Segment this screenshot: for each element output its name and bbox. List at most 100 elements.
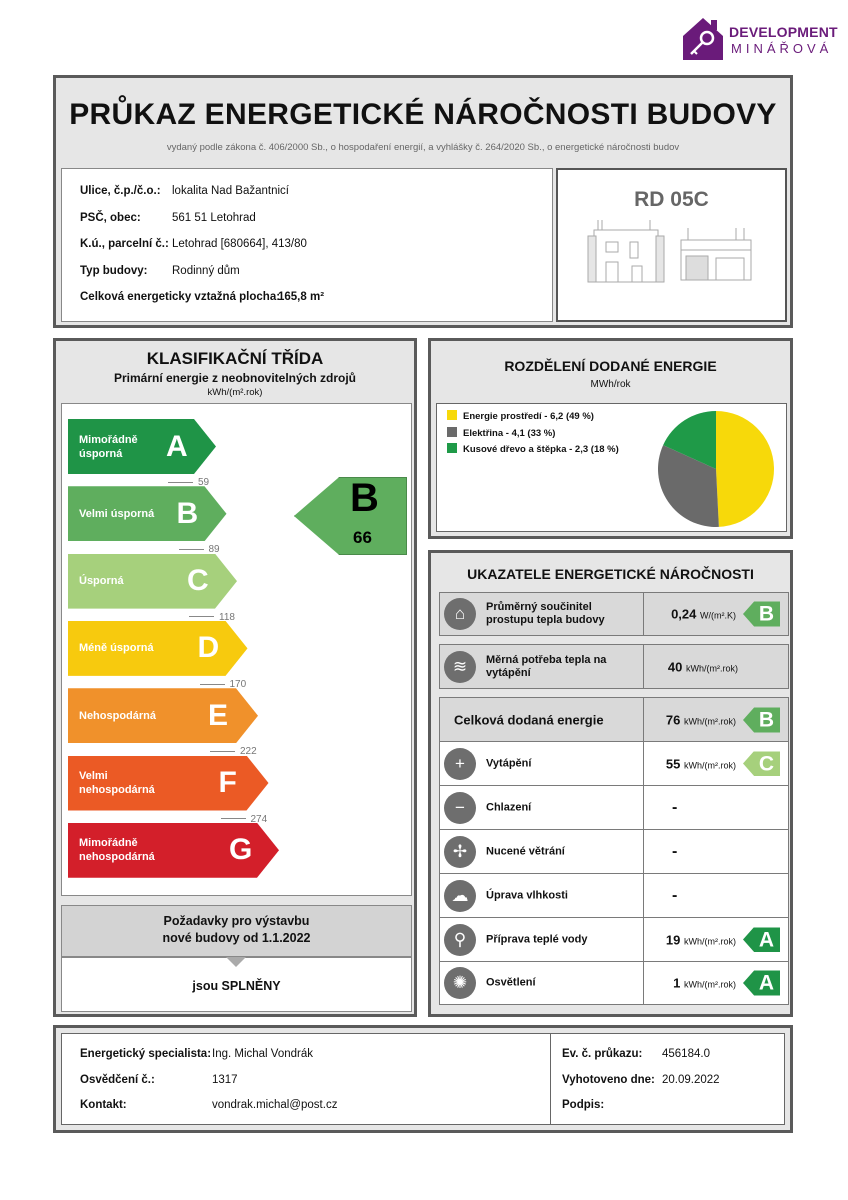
contact-label: Kontakt: [80,1099,127,1111]
indicator-label: Průměrný součinitel prostupu tepla budov… [486,601,605,626]
indicator-value: - [672,798,678,816]
indicator-row: Celková dodaná energie 76 kWh/(m².rok) B [439,697,789,743]
date-label: Vyhotoveno dne: [562,1074,655,1086]
threshold-value: 118 [219,611,235,623]
energy-class-name: Velmi úsporná [79,507,155,520]
indicator-row: + Vytápění 55 kWh/(m².rok) C [439,741,789,786]
arrow-left-icon [168,481,193,483]
humidity-cloud-icon: ☁ [444,879,476,912]
legend-swatch [447,443,457,453]
energy-pie-chart [658,411,774,527]
indicator-label: Celková dodaná energie [454,712,604,728]
energy-class-letter: C [187,564,209,598]
class-threshold: 89 [178,544,220,555]
indicator-unit: kWh/(m².rok) [684,936,736,946]
energy-class-name: Mimořádně nehospodárná [79,837,155,864]
building-info: Ulice, č.p./č.o.: lokalita Nad Bažantnic… [61,168,553,322]
cooling-thermometer-icon: − [444,791,476,824]
legend-swatch [447,410,457,420]
building-elevation-image [587,220,752,283]
heating-thermometer-icon: + [444,747,476,780]
pie-legend: Energie prostředí - 6,2 (49 %) Elektřina … [447,410,619,460]
energy-class-bar-b: Velmi úsporná B [68,486,227,542]
certificate-label: Osvědčení č.: [80,1074,155,1086]
energy-class-name: Mimořádně úsporná [79,433,138,460]
pie-slice-3 [663,411,716,469]
indicator-unit: kWh/(m².rok) [686,663,738,673]
indicator-unit: kWh/(m².rok) [684,979,736,990]
contact-value[interactable]: vondrak.michal@post.cz [212,1099,338,1111]
date-value: 20.09.2022 [662,1074,720,1086]
threshold-value: 170 [229,678,247,690]
building-picture-box: RD 05C [556,168,787,322]
area-value: 165,8 m² [278,291,325,303]
indicator-value: 1 kWh/(m².rok) [673,975,736,991]
arrow-left-icon [220,818,246,820]
classification-subtitle: Primární energie z neobnovitelných zdroj… [113,371,357,385]
specialist-label: Energetický specialista: [80,1048,212,1060]
indicator-label: Vytápění [486,757,532,769]
city-value: 561 51 Letohrad [172,212,256,224]
type-label: Typ budovy: [80,265,148,277]
classification-title: KLASIFIKAČNÍ TŘÍDA [146,349,324,368]
requirements-result: jsou SPLNĚNY [192,979,281,993]
energy-class-letter: F [218,766,237,799]
house-key-logo-icon [683,18,723,60]
indicator-value: 76 kWh/(m².rok) [665,712,736,728]
light-bulb-icon: ✺ [444,967,476,999]
header-panel: PRŮKAZ ENERGETICKÉ NÁROČNOSTI BUDOVY vyd… [53,75,793,328]
indicator-value: 19 kWh/(m².rok) [665,932,736,947]
pie-slice-1 [716,411,774,527]
indicators-title: UKAZATELE ENERGETICKÉ NÁROČNOSTI [467,566,754,582]
indicator-unit: W/(m².K) [700,610,736,621]
city-label: PSČ, obec: [80,212,141,224]
requirements-box: Požadavky pro výstavbu nové budovy od 1.… [61,905,412,957]
indicator-row: ✺ Osvětlení 1 kWh/(m².rok) A [439,961,789,1005]
certificate-value: 1317 [212,1074,238,1086]
threshold-value: 59 [198,477,210,488]
signature-label: Podpis: [562,1099,605,1111]
requirements-title: Požadavky pro výstavbu nové budovy od 1.… [162,914,311,945]
pointer-arrow-icon [226,957,246,967]
logo-line2: MINÁŘOVÁ [731,41,833,56]
legend-label: Kusové dřevo a štěpka - 2,3 (18 %) [463,444,619,455]
logo-line1: DEVELOPMENT [729,24,838,40]
indicator-grade-badge: C [743,751,780,776]
indicator-grade-badge: B [743,601,780,627]
legend-label: Energie prostředí - 6,2 (49 %) [463,411,594,422]
energy-class-letter: B [176,496,199,530]
indicator-label: Chlazení [486,801,532,813]
requirements-result-box: jsou SPLNĚNY [61,957,412,1012]
class-threshold: 222 [210,746,257,757]
indicator-grade-badge: A [743,970,780,996]
distribution-unit: MWh/rok [590,379,631,390]
energy-class-letter: G [229,833,253,867]
indicator-row: − Chlazení - [439,785,789,830]
class-threshold: 59 [168,477,209,488]
indicator-row: ≋ Měrná potřeba tepla na vytápění 40 kWh/(… [439,644,789,689]
energy-class-name: Nehospodárná [79,709,157,722]
legend-item: Elektřina - 4,1 (33 %) [447,426,619,444]
indicator-label: Měrná potřeba tepla na vytápění [486,653,607,679]
threshold-value: 222 [240,746,257,758]
indicator-row: ☁ Úprava vlhkosti - [439,873,789,918]
area-label: Celková energeticky vztažná plocha: [80,291,281,303]
class-threshold: 170 [199,678,247,690]
energy-class-name: Velmi nehospodárná [79,770,155,796]
legend-item: Energie prostředí - 6,2 (49 %) [447,410,619,427]
indicator-label: Příprava teplé vody [486,933,588,945]
energy-class-name: Úsporná [79,575,124,588]
arrow-left-icon [210,751,235,753]
legend-swatch [447,426,457,437]
class-threshold: 274 [220,814,267,825]
house-icon: ⌂ [444,598,476,630]
indicator-label: Osvětlení [486,976,536,989]
energy-class-name: Méně úsporná [79,642,154,655]
street-label: Ulice, č.p./č.o.: [80,185,161,197]
distribution-chart: Energie prostředí - 6,2 (49 %) Elektřina … [436,403,787,532]
energy-class-letter: E [208,698,229,732]
indicator-value: 55 kWh/(m².rok) [665,756,736,771]
result-class-indicator: B 66 [294,477,407,555]
distribution-title: ROZDĚLENÍ DODANÉ ENERGIE [504,358,717,374]
result-class-letter: B [350,476,379,520]
